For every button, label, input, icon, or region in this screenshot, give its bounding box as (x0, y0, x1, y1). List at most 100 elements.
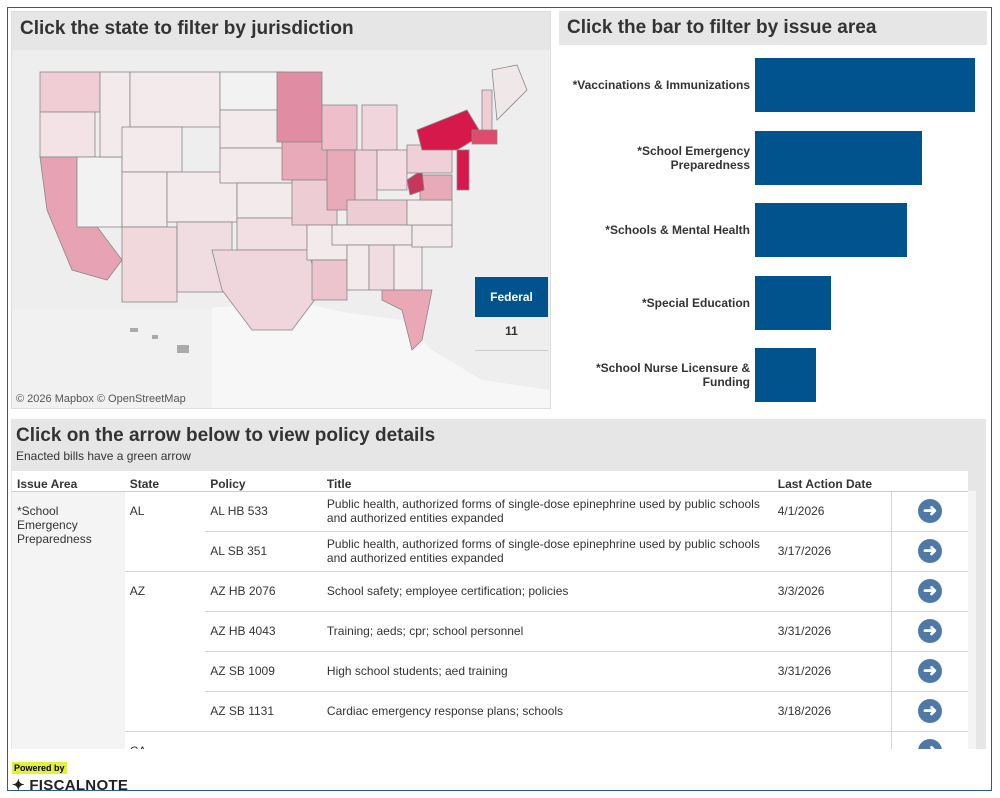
bar-label[interactable]: *School Emergency Preparedness (637, 143, 750, 172)
state-sd (219, 109, 286, 149)
issue-area-panel: Click the bar to filter by issue area *V… (559, 11, 987, 409)
bar-title: Click the bar to filter by issue area (559, 11, 987, 45)
issue-area-cell: *School Emergency Preparedness (12, 491, 125, 749)
date-cell: 3/18/2026 (772, 691, 892, 732)
col-state[interactable]: State (124, 471, 206, 492)
bar-label[interactable]: *School Nurse Licensure & Funding (595, 361, 750, 389)
state-in (354, 149, 378, 201)
bar-row[interactable]: *School Emergency Preparedness (559, 130, 987, 185)
col-arrow (891, 471, 968, 492)
bar-label[interactable]: *Schools & Mental Health (605, 223, 750, 237)
state-wi (321, 104, 358, 151)
federal-count: 11 (475, 324, 548, 351)
policy-cell: AZ SB 1009 (205, 651, 322, 692)
state-al (368, 244, 395, 291)
table-row: CA ➜ (12, 731, 968, 749)
policy-cell: AL HB 533 (205, 491, 322, 532)
arrow-right-icon[interactable]: ➜ (917, 539, 942, 563)
table-row: AZ SB 1009 High school students; aed trai… (12, 651, 968, 692)
state-ne (219, 147, 293, 184)
arrow-right-icon[interactable]: ➜ (917, 579, 942, 603)
arrow-right-icon[interactable]: ➜ (917, 619, 942, 643)
state-nv (76, 156, 123, 228)
arrow-right-icon[interactable]: ➜ (917, 499, 942, 523)
state-az (121, 226, 178, 303)
state-nc (406, 199, 453, 226)
bar-label[interactable]: *Vaccinations & Immunizations (572, 78, 750, 92)
state-ms (346, 244, 370, 291)
col-last-action-date[interactable]: Last Action Date (772, 471, 892, 492)
state-sc (411, 224, 453, 248)
state-la (311, 259, 348, 301)
date-cell: 3/17/2026 (772, 531, 892, 572)
table-row: *School Emergency Preparedness AL AL HB 53… (12, 491, 968, 749)
date-cell: 3/3/2026 (772, 571, 892, 612)
bar-row[interactable]: *Schools & Mental Health (559, 203, 987, 257)
table-row: AZ SB 1131 Cardiac emergency response pla… (12, 691, 968, 732)
arrow-right-icon[interactable]: ➜ (917, 699, 942, 723)
state-ky (346, 199, 408, 226)
col-title[interactable]: Title (321, 471, 773, 492)
fiscalnote-logo[interactable]: Powered by ✦ FISCALNOTE (12, 758, 128, 795)
title-cell: Training; aeds; cpr; school personnel (321, 611, 773, 652)
table-row: AL SB 351 Public health, authorized forms… (12, 531, 968, 572)
us-map[interactable]: © 2026 Mapbox © OpenStreetMap (12, 50, 550, 408)
state-wy (121, 126, 183, 173)
bar-row[interactable]: *Special Education (559, 275, 987, 330)
map-title: Click the state to filter by jurisdictio… (12, 12, 550, 46)
arrow-right-icon[interactable]: ➜ (917, 739, 942, 749)
date-cell: 3/31/2026 (772, 611, 892, 652)
inset-area (12, 310, 212, 408)
state-nd (219, 71, 286, 111)
policy-cell: AL SB 351 (205, 531, 322, 572)
policy-table: Issue Area State Policy Title Last Actio… (12, 471, 968, 749)
bar[interactable] (755, 203, 907, 257)
map-credit: © 2026 Mapbox © OpenStreetMap (16, 393, 186, 405)
state-ny (416, 109, 483, 151)
policy-cell: AZ HB 2076 (205, 571, 322, 612)
state-ma (471, 129, 498, 145)
title-cell: School safety; employee certification; p… (321, 571, 773, 612)
policy-table-panel: Click on the arrow below to view policy … (11, 419, 986, 749)
state-cell: CA (124, 731, 206, 749)
map-panel: Click the state to filter by jurisdictio… (11, 11, 551, 409)
state-or (39, 111, 96, 158)
state-nj (456, 149, 470, 191)
arrow-right-icon[interactable]: ➜ (917, 659, 942, 683)
state-cell: AZ (124, 571, 206, 732)
state-mi (361, 104, 398, 151)
bar-label[interactable]: *Special Education (641, 295, 750, 310)
bar-row[interactable]: *School Nurse Licensure & Funding (559, 348, 987, 402)
title-cell: Public health, authorized forms of singl… (321, 491, 773, 532)
state-cell: AL (124, 491, 206, 572)
bar[interactable] (755, 348, 816, 402)
table-title: Click on the arrow below to view policy … (11, 419, 986, 455)
bar[interactable] (755, 58, 975, 112)
bar[interactable] (755, 130, 922, 185)
table-subtitle: Enacted bills have a green arrow (16, 449, 191, 463)
title-cell: High school students; aed training (321, 651, 773, 692)
state-fl (381, 289, 433, 351)
state-mt (129, 71, 221, 128)
col-issue-area[interactable]: Issue Area (12, 471, 125, 492)
state-wa (39, 71, 101, 113)
date-cell: 3/31/2026 (772, 651, 892, 692)
title-cell: Public health, authorized forms of singl… (321, 531, 773, 572)
state-ut (121, 171, 168, 228)
brand-text: FISCALNOTE (29, 777, 129, 794)
state-oh (376, 149, 408, 191)
state-vt-nh (481, 89, 493, 131)
policy-cell: AZ SB 1131 (205, 691, 322, 732)
dashboard-frame (7, 7, 992, 791)
state-shapes[interactable] (12, 50, 550, 408)
state-mn (276, 71, 323, 143)
powered-by: Powered by (12, 762, 67, 774)
table-row: AZ HB 4043 Training; aeds; cpr; school pe… (12, 611, 968, 652)
state-ia (281, 141, 328, 181)
col-policy[interactable]: Policy (205, 471, 322, 492)
bar-row[interactable]: *Vaccinations & Immunizations (559, 58, 987, 112)
policy-cell: AZ HB 4043 (205, 611, 322, 652)
title-cell: Cardiac emergency response plans; school… (321, 691, 773, 732)
bar[interactable] (755, 275, 831, 330)
federal-button[interactable]: Federal (475, 277, 548, 317)
